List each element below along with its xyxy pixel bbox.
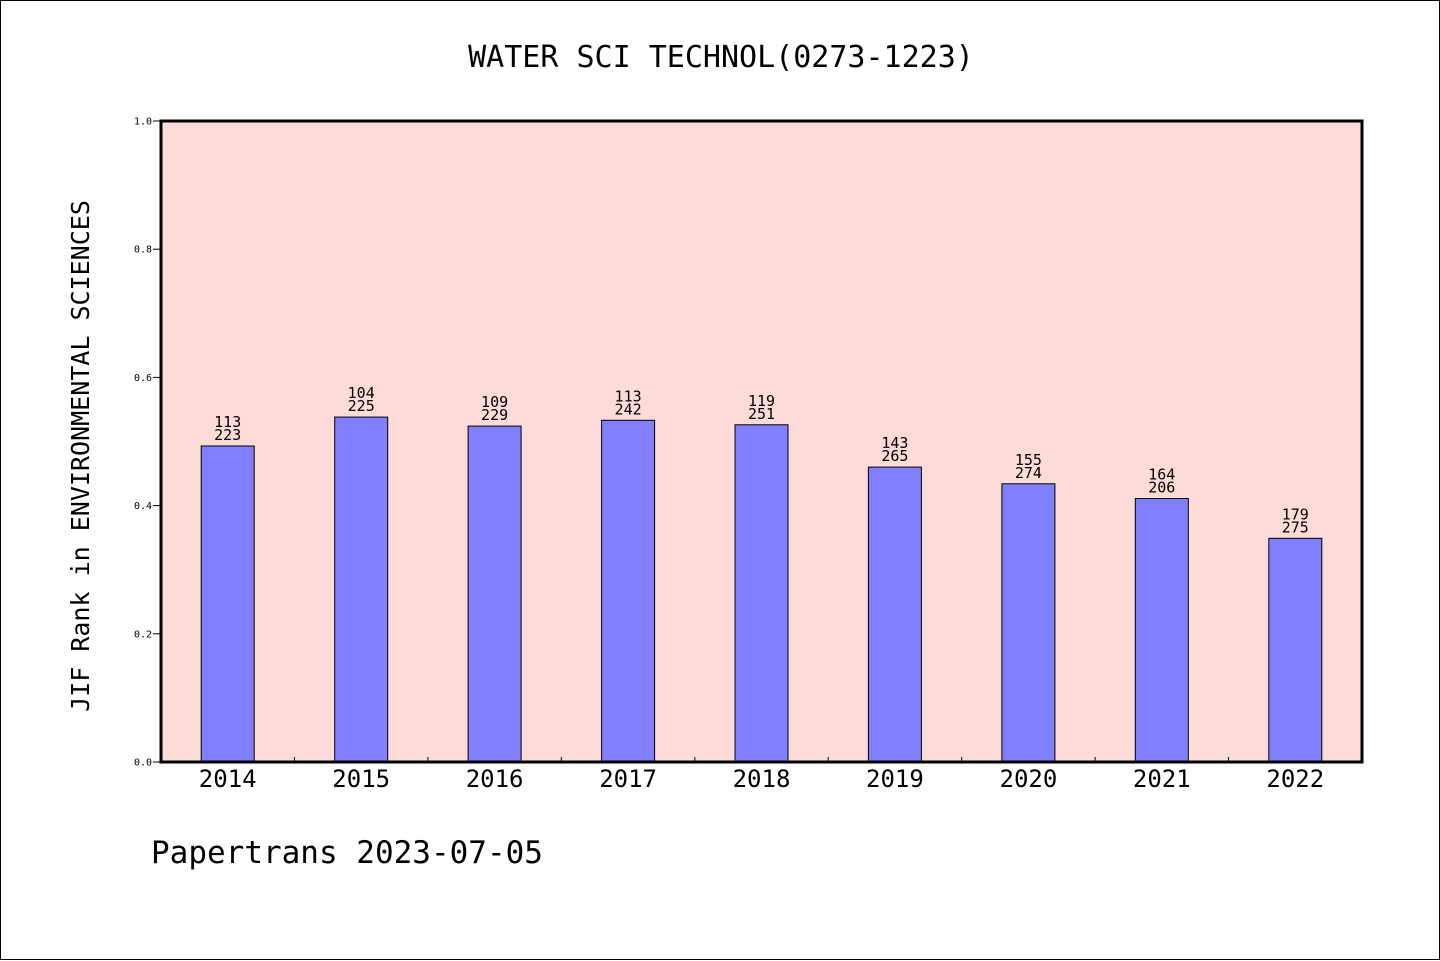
x-tick-label-2019: 2019 <box>866 765 924 793</box>
bar-rank-label-2019: 143 <box>881 434 908 452</box>
bar-total-label-2018: 251 <box>748 405 775 423</box>
bar-total-label-2016: 229 <box>481 406 508 424</box>
y-axis: 0.0 0.2 0.4 0.6 0.8 1.0 <box>134 117 161 769</box>
x-tick-label-2021: 2021 <box>1133 765 1191 793</box>
bar-rank-label-2021: 164 <box>1148 466 1175 484</box>
x-tick-label-2016: 2016 <box>466 765 524 793</box>
x-tick-label-2022: 2022 <box>1266 765 1324 793</box>
bars-layer <box>200 416 1323 763</box>
bar-2021 <box>1134 498 1189 763</box>
bar-total-label-2020: 274 <box>1015 464 1042 482</box>
bar-2017 <box>601 419 656 763</box>
chart-title: WATER SCI TECHNOL(0273-1223) <box>468 40 974 75</box>
y-tick-label: 1.0 <box>134 117 152 128</box>
bar-2018 <box>734 424 789 763</box>
x-tick-label-2015: 2015 <box>332 765 390 793</box>
bar-rank-label-2022: 179 <box>1282 505 1309 523</box>
y-tick-label: 0.6 <box>134 373 152 384</box>
footer-credit: Papertrans 2023-07-05 <box>151 835 543 871</box>
bar-2022 <box>1268 537 1323 763</box>
bar-2014 <box>200 445 255 763</box>
y-tick-label: 0.0 <box>134 758 152 769</box>
plot-border <box>159 119 1364 764</box>
x-tick-label-2018: 2018 <box>733 765 791 793</box>
bar-rank-label-2018: 119 <box>748 392 775 410</box>
bar-total-label-2021: 206 <box>1148 479 1175 497</box>
x-axis: 2014 2015 2016 2017 2018 2019 2020 2021 2022 <box>199 757 1324 793</box>
bar-total-label-2019: 265 <box>881 447 908 465</box>
bar-rank-label-2015: 104 <box>348 384 375 402</box>
x-tick-label-2014: 2014 <box>199 765 257 793</box>
x-tick-label-2020: 2020 <box>1000 765 1058 793</box>
bar-total-label-2015: 225 <box>348 397 375 415</box>
y-axis-label: JIF Rank in ENVIRONMENTAL SCIENCES <box>66 200 95 712</box>
bar-total-label-2022: 275 <box>1282 518 1309 536</box>
bar-total-label-2017: 242 <box>615 400 642 418</box>
y-tick-label: 0.4 <box>134 501 152 512</box>
bar-total-label-2014: 223 <box>214 426 241 444</box>
bar-rank-label-2017: 113 <box>615 387 642 405</box>
bar-2020 <box>1001 483 1056 763</box>
bar-rank-label-2016: 109 <box>481 393 508 411</box>
bar-2016 <box>467 425 522 763</box>
bar-2019 <box>867 466 922 763</box>
y-tick-label: 0.2 <box>134 629 152 640</box>
x-tick-label-2017: 2017 <box>599 765 657 793</box>
y-tick-label: 0.8 <box>134 245 152 256</box>
bar-rank-label-2014: 113 <box>214 413 241 431</box>
bar-2015 <box>334 416 389 763</box>
bar-rank-label-2020: 155 <box>1015 451 1042 469</box>
